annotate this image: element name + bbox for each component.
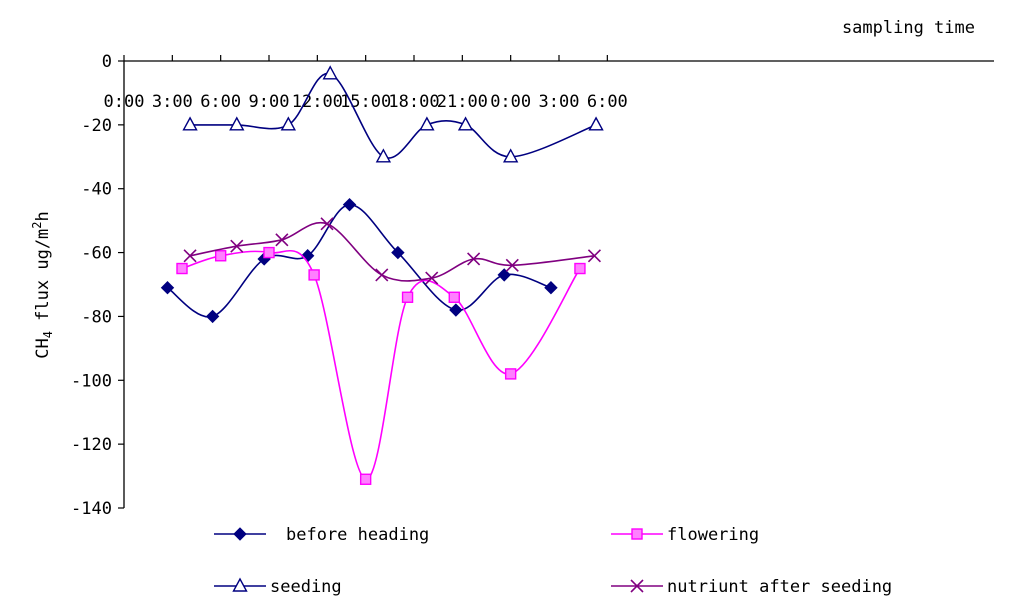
- series-line-seeding: [190, 72, 597, 159]
- series-before-heading: [160, 197, 558, 324]
- series-line-flowering: [181, 249, 581, 481]
- series-seeding: [182, 65, 604, 163]
- x-tick-label: 6:00: [200, 92, 241, 112]
- legend-label: flowering: [667, 525, 759, 545]
- y-tick-label: -120: [71, 435, 112, 455]
- x-tick-label: 0:00: [104, 92, 145, 112]
- data-point: [263, 246, 275, 259]
- legend-item-flowering: flowering: [611, 525, 759, 545]
- data-point: [308, 269, 320, 281]
- data-point: [587, 249, 602, 263]
- axes: 0 -20 -40 -60 -80 -100 -120 -140 0:00 3:00 6:00 9:0…: [71, 52, 994, 519]
- x-tick-label: 18:00: [388, 92, 439, 112]
- plot-area: [160, 65, 604, 485]
- x-tick-label: 0:00: [490, 92, 531, 112]
- legend: before heading flowering seeding nutriunt a…: [214, 525, 892, 597]
- data-point: [375, 268, 389, 282]
- data-point: [449, 303, 463, 317]
- data-point: [214, 250, 227, 262]
- data-point: [160, 280, 175, 295]
- data-point: [322, 65, 338, 80]
- y-tick-label: -20: [81, 116, 112, 136]
- data-point: [229, 116, 245, 131]
- data-point: [448, 291, 460, 303]
- legend-marker: [630, 579, 644, 593]
- legend-label: nutriunt after seeding: [667, 577, 892, 597]
- x-tick-label: 21:00: [437, 92, 488, 112]
- data-point: [275, 233, 289, 247]
- data-point: [375, 148, 392, 163]
- data-point: [544, 280, 558, 295]
- series-nutriunt-after-seeding: [183, 217, 602, 285]
- data-point: [505, 258, 519, 272]
- data-point: [230, 239, 244, 253]
- y-tick-label: -140: [71, 499, 112, 519]
- y-tick-label: -40: [81, 180, 112, 200]
- data-point: [504, 368, 517, 380]
- y-tick-label: 0: [102, 52, 112, 72]
- legend-item-seeding: seeding: [214, 577, 342, 597]
- x-tick-label: 9:00: [249, 92, 290, 112]
- legend-item-nutriunt-after-seeding: nutriunt after seeding: [611, 577, 892, 597]
- data-point: [359, 473, 372, 485]
- data-point: [176, 262, 188, 275]
- data-point: [183, 249, 197, 263]
- y-tick-label: -80: [81, 307, 112, 327]
- data-point: [205, 309, 220, 324]
- data-point: [588, 116, 604, 131]
- legend-label: before heading: [286, 525, 429, 545]
- legend-marker: [631, 528, 643, 540]
- data-point: [502, 148, 519, 163]
- data-point: [182, 116, 198, 131]
- data-point: [320, 217, 334, 231]
- data-point: [391, 245, 405, 260]
- legend-marker: [233, 527, 247, 541]
- x-tick-label: 12:00: [292, 92, 343, 112]
- data-point: [419, 116, 435, 131]
- y-tick-label: -60: [81, 244, 112, 264]
- y-axis-title: CH4 flux ug/m2h: [30, 211, 55, 359]
- legend-marker: [232, 577, 248, 592]
- x-axis-title: sampling time: [842, 18, 975, 38]
- data-point: [497, 268, 511, 282]
- data-point: [425, 271, 439, 285]
- x-tick-label: 3:00: [152, 92, 193, 112]
- y-tick-label: -100: [71, 371, 112, 391]
- data-point: [280, 116, 297, 131]
- data-point: [342, 197, 357, 212]
- series-flowering: [176, 246, 586, 485]
- x-tick-label: 3:00: [539, 92, 580, 112]
- data-point: [401, 291, 414, 303]
- x-tick-label: 6:00: [587, 92, 628, 112]
- legend-label: seeding: [270, 577, 342, 597]
- data-point: [467, 252, 481, 266]
- data-point: [457, 116, 474, 131]
- legend-item-before-heading: before heading: [214, 525, 429, 545]
- data-point: [574, 262, 586, 275]
